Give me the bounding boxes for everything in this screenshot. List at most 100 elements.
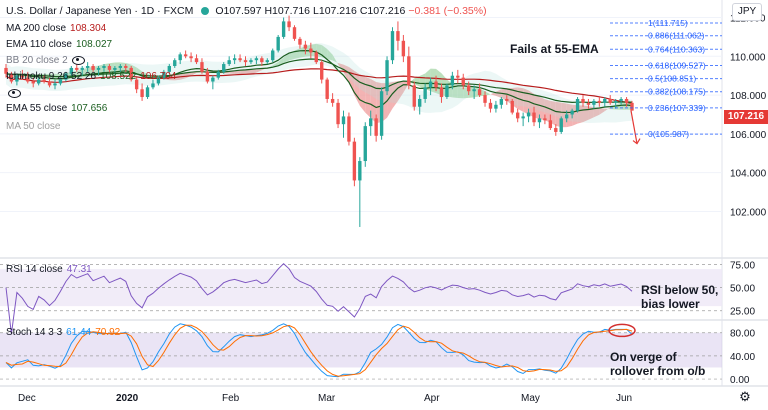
eye-icon[interactable] [8,89,21,99]
cloud-segment [278,57,284,66]
candle-body [390,31,395,61]
stoch-label: Stoch 14 3 3 [6,327,63,338]
candle-body [281,21,286,37]
legend-stoch[interactable]: Stoch 14 3 3 61.44 70.92 [6,327,120,339]
price-tick-label: 102.000 [730,207,767,218]
legend-ema110[interactable]: EMA 110 close 108.027 [6,39,112,51]
rsi-tick-label: 50.00 [730,284,755,295]
candle-body [374,118,378,136]
candle-body [543,118,547,121]
candle-body [385,60,389,92]
fib-label-0.5: 0.5(108.851) [648,74,696,84]
candle-body [173,60,177,66]
candle-body [189,56,193,59]
annotation-stoch-1: On verge of [610,350,677,364]
cloud-segment [457,86,464,99]
time-axis: Dec 2020 Feb Mar Apr May Jun [18,393,632,404]
eye-hidden-icon[interactable] [71,55,85,65]
candle-body [80,67,84,70]
stoch-d-line [5,324,633,377]
cloud-segment [414,76,420,87]
stoch-band [0,332,722,368]
candle-body [581,98,585,103]
cloud-segment [430,68,437,94]
candle-body [379,91,384,136]
candle-body [396,31,400,41]
bb-label: BB 20 close 2 [6,55,68,66]
cloud-segment [256,69,262,73]
candle-body [586,102,591,105]
candle-body [20,75,25,78]
change-value: −0.381 (−0.35%) [408,5,487,17]
rsi-pane: 75.00 50.00 25.00 [0,260,755,334]
time-tick-label: Feb [222,393,240,404]
candle-body [194,58,199,63]
annotation-rsi-2: bias lower [641,297,700,311]
cloud-segment [343,64,349,83]
stoch-tick-label: 0.00 [730,375,750,386]
candle-body [254,58,259,61]
cloud-segment [593,107,600,118]
candle-body [592,100,596,105]
candle-body [222,64,226,72]
currency-badge[interactable]: JPY [732,3,762,21]
candle-body [537,118,542,123]
legend-ma50[interactable]: MA 50 close [6,121,60,133]
legend-bb[interactable]: BB 20 close 2 [6,55,85,67]
close-value: C107.216 [359,5,406,17]
legend-collapse[interactable] [8,87,21,99]
candle-body [575,98,580,111]
candle-body [298,38,302,45]
legend-ma200[interactable]: MA 200 close 108.304 [6,23,106,35]
ichimoku-value-1: 108.522 [100,71,137,82]
cloud-segment [485,91,491,96]
cloud-segment [234,70,241,75]
candle-body [341,116,346,125]
candle-body [26,77,30,82]
market-status-dot [201,7,210,16]
price-tick-label: 104.000 [730,169,767,180]
legend-ema55[interactable]: EMA 55 close 107.656 [6,103,107,115]
candle-body [548,120,553,129]
projection-arrow-head [632,138,641,145]
candle-body [4,67,8,74]
candle-body [467,85,471,92]
cloud-segment [245,69,251,75]
candle-body [129,67,133,80]
rsi-tick-label: 25.00 [730,307,755,318]
candle-body [314,52,318,63]
legend-ichimoku[interactable]: Ichimoku 9 26 52 26 108.522 106.704 [6,71,176,83]
time-tick-label: Mar [318,393,336,404]
cloud-segment [599,108,605,115]
candle-body [445,85,449,98]
candle-body [428,81,433,88]
candle-body [151,83,155,88]
candle-body [554,128,558,132]
cloud-segment [528,90,535,118]
candle-body [271,50,275,61]
candle-body [401,40,406,57]
ema110-line [5,58,633,104]
candle-body [232,58,237,61]
candle-body [434,81,438,88]
ichimoku-label: Ichimoku 9 26 52 26 [6,71,97,82]
candle-body [358,161,362,181]
candle-body [265,60,269,63]
legend-rsi[interactable]: RSI 14 close 47.31 [6,264,92,276]
candle-body [145,87,150,98]
ema55-line [5,49,633,114]
candle-body [532,112,536,123]
fib-label-0: 0(105.987) [648,129,689,139]
symbol-title[interactable]: U.S. Dollar / Japanese Yen · 1D · FXCM [6,5,194,17]
candle-body [292,27,297,39]
candle-body [515,112,520,119]
fibonacci-levels: 1(111.715) 0.886(111.062) 0.764(110.363) 0.… [610,18,722,139]
candle-body [423,87,427,99]
candle-body [140,89,144,98]
candle-body [439,87,444,98]
gear-icon[interactable]: ⚙ [739,389,751,404]
ma50-label: MA 50 close [6,121,61,132]
candle-body [526,112,531,117]
candle-body [369,118,373,127]
